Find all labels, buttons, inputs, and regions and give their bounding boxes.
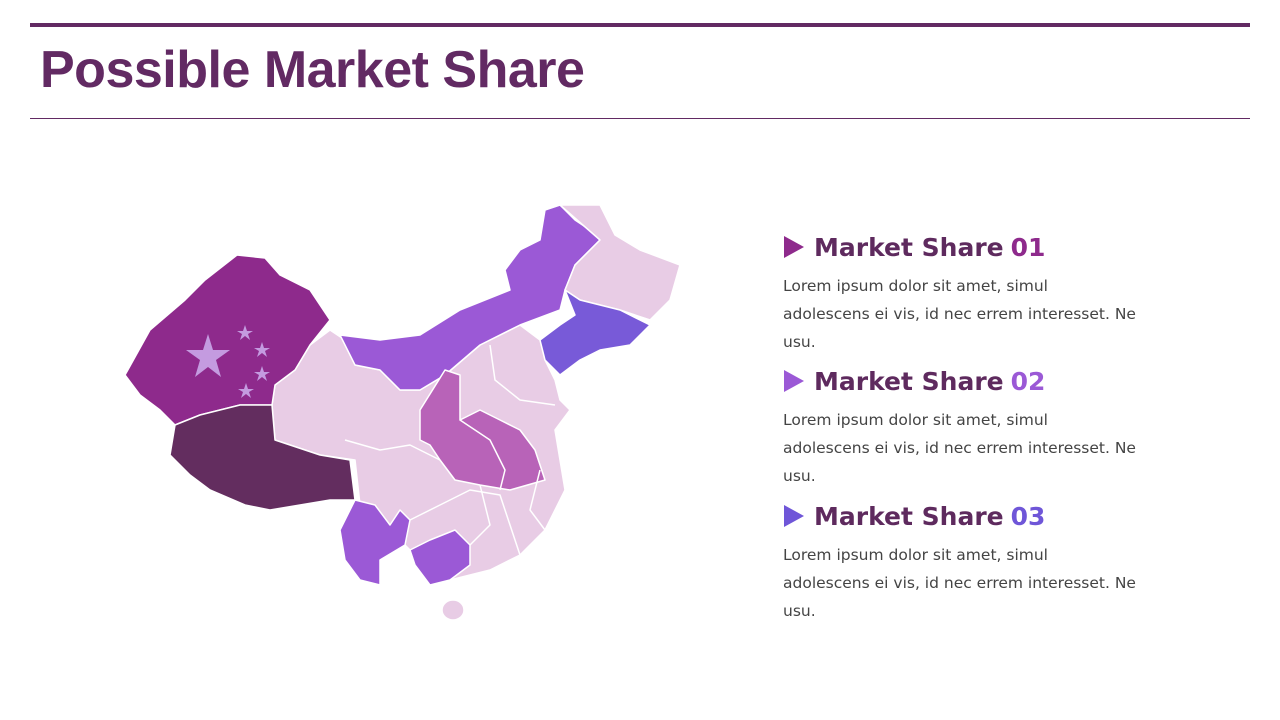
- item-number: 01: [1010, 232, 1046, 262]
- region-northeast: [559, 204, 681, 321]
- triangle: [784, 236, 804, 258]
- triangle-icon: [784, 370, 804, 392]
- star: [238, 383, 254, 398]
- star: [237, 325, 253, 340]
- title-rule: [30, 118, 1250, 119]
- top-rule: [30, 23, 1250, 27]
- item-label: Market Share: [814, 501, 1004, 531]
- region-guangxi: [409, 529, 471, 586]
- item-label: Market Share: [814, 232, 1004, 262]
- region-tibet: [169, 404, 356, 511]
- market-share-item: Market Share 03 Lorem ipsum dolor sit amet…: [783, 501, 1153, 625]
- item-text: Lorem ipsum dolor sit amet, simul adoles…: [783, 546, 1136, 620]
- item-text: Lorem ipsum dolor sit amet, simul adoles…: [783, 411, 1136, 485]
- star: [186, 334, 230, 377]
- region-hainan: [441, 599, 465, 621]
- star: [254, 366, 270, 381]
- item-heading: Market Share 01: [783, 232, 1153, 262]
- item-label: Market Share: [814, 366, 1004, 396]
- item-number: 02: [1010, 366, 1046, 396]
- title: Possible Market Share: [40, 41, 585, 99]
- item-number: 03: [1010, 501, 1046, 531]
- triangle-icon: [784, 505, 804, 527]
- china-map: [124, 204, 681, 621]
- triangle: [784, 370, 804, 392]
- market-share-item: Market Share 02 Lorem ipsum dolor sit amet…: [783, 366, 1153, 490]
- item-heading: Market Share 03: [783, 501, 1153, 531]
- star: [254, 342, 270, 357]
- region-yunnan: [339, 499, 411, 586]
- region-liaoning: [539, 289, 651, 376]
- market-share-item: Market Share 01 Lorem ipsum dolor sit amet…: [783, 232, 1153, 356]
- item-text: Lorem ipsum dolor sit amet, simul adoles…: [783, 277, 1136, 351]
- triangle: [784, 505, 804, 527]
- item-heading: Market Share 02: [783, 366, 1153, 396]
- triangle-icon: [784, 236, 804, 258]
- region-central: [419, 369, 546, 491]
